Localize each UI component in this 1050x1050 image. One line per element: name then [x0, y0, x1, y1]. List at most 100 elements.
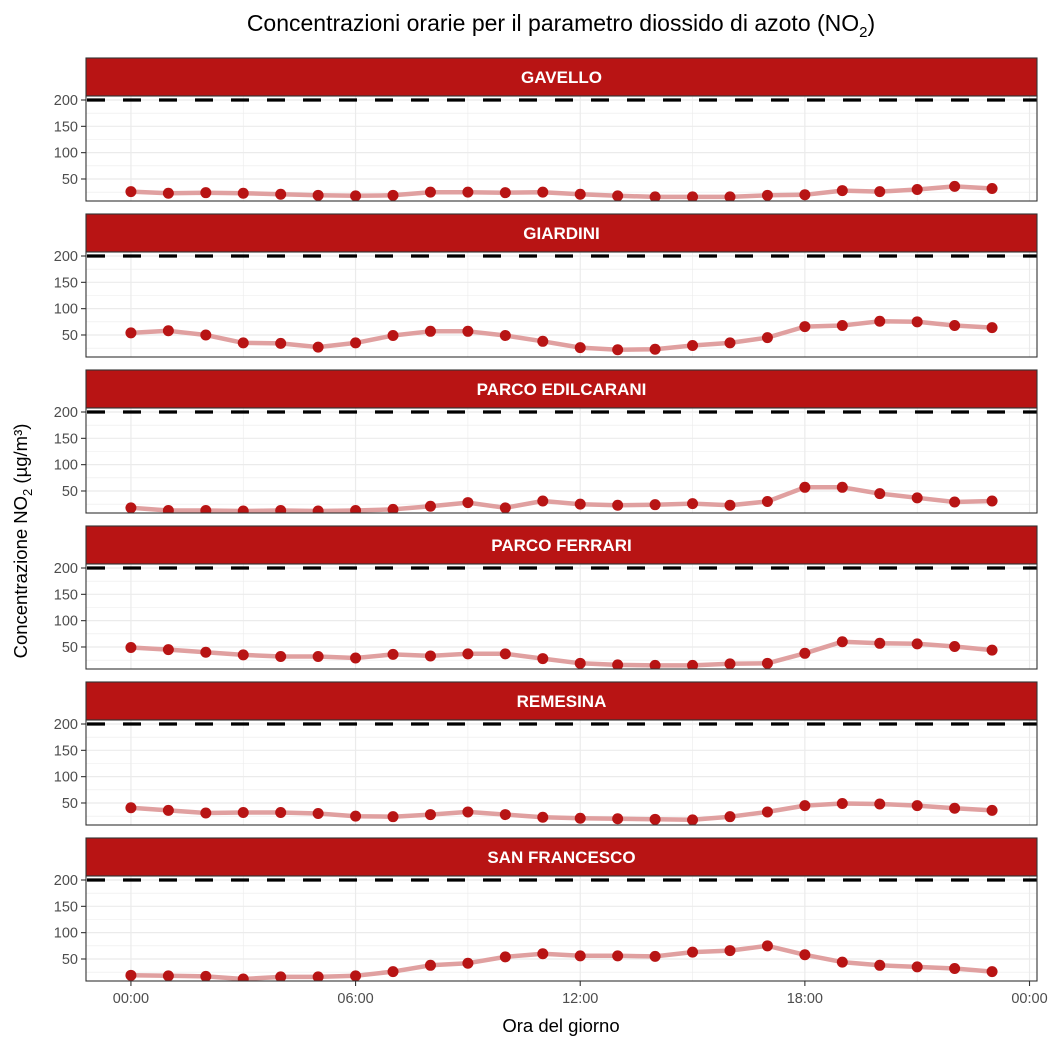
x-tick-label: 06:00: [337, 991, 373, 1007]
series-line: [128, 184, 995, 200]
data-point: [312, 189, 324, 201]
data-point: [724, 811, 736, 823]
data-point: [799, 800, 811, 812]
data-point: [499, 648, 511, 660]
data-point: [237, 649, 249, 661]
data-point: [237, 187, 249, 199]
data-point: [911, 492, 923, 504]
data-point: [761, 332, 773, 344]
data-point: [687, 498, 699, 510]
x-tick-label: 12:00: [562, 991, 598, 1007]
y-axis-title-subscript: 2: [20, 489, 35, 496]
data-point: [350, 337, 362, 349]
facet-strip-label: GAVELLO: [521, 68, 602, 87]
data-point: [387, 966, 399, 978]
data-point: [949, 496, 961, 508]
data-point: [125, 502, 137, 513]
y-tick-label: 100: [54, 302, 78, 318]
data-point: [462, 648, 474, 660]
data-point: [911, 638, 923, 650]
y-tick-label: 100: [54, 926, 78, 942]
data-point: [761, 189, 773, 201]
data-point: [574, 812, 586, 824]
chart-title-suffix: ): [868, 10, 876, 36]
data-point: [799, 949, 811, 961]
y-tick-label: 200: [54, 873, 78, 889]
data-point: [537, 186, 549, 198]
y-tick-label: 50: [62, 952, 78, 968]
data-point: [986, 966, 998, 978]
data-point: [724, 945, 736, 957]
data-point: [499, 951, 511, 963]
y-tick-label: 50: [62, 328, 78, 344]
data-point: [125, 802, 137, 814]
data-point: [125, 186, 137, 198]
y-tick-label: 50: [62, 796, 78, 812]
series-line: [128, 319, 995, 352]
data-point: [574, 657, 586, 669]
data-point: [424, 186, 436, 198]
data-point: [350, 810, 362, 822]
panel-border: [85, 875, 1038, 982]
data-point: [237, 505, 249, 513]
data-point: [312, 650, 324, 662]
data-point: [237, 337, 249, 349]
panel-border: [85, 251, 1038, 358]
data-point: [687, 659, 699, 669]
x-tick-label: 00:00: [1011, 991, 1047, 1007]
y-tick-label: 200: [54, 93, 78, 109]
x-tick-label: 00:00: [113, 991, 149, 1007]
facet-panel: REMESINA 50 100 150 200: [54, 681, 1038, 826]
facet-panel: GAVELLO 50 100 150 200: [54, 57, 1038, 202]
data-point: [949, 962, 961, 974]
data-point: [799, 481, 811, 493]
data-point: [162, 970, 174, 981]
data-point: [649, 499, 661, 511]
data-point: [836, 481, 848, 493]
data-point: [687, 946, 699, 958]
facet-strip: [85, 369, 1038, 409]
data-point: [537, 948, 549, 960]
data-point: [537, 335, 549, 347]
data-point: [574, 188, 586, 200]
y-tick-label: 50: [62, 172, 78, 188]
y-tick-label: 100: [54, 146, 78, 162]
data-point: [911, 961, 923, 973]
chart-title-main: Concentrazioni orarie per il parametro d…: [247, 10, 859, 36]
data-point: [499, 187, 511, 199]
data-point: [162, 325, 174, 337]
data-point: [986, 804, 998, 816]
data-point: [724, 191, 736, 201]
data-point: [499, 502, 511, 513]
data-point: [949, 640, 961, 652]
data-point: [799, 189, 811, 201]
panel-border: [85, 563, 1038, 670]
y-tick-label: 200: [54, 717, 78, 733]
panel-border: [85, 719, 1038, 826]
x-axis-title: Ora del giorno: [502, 1015, 619, 1036]
x-tick-label: 18:00: [787, 991, 823, 1007]
facet-strip-label: PARCO FERRARI: [491, 536, 631, 555]
y-axis-title: Concentrazione NO2 (µg/m³): [10, 424, 35, 659]
data-point: [761, 806, 773, 818]
data-point: [537, 495, 549, 507]
panel-background: [86, 720, 1037, 825]
data-point: [649, 813, 661, 825]
data-point: [387, 648, 399, 660]
data-point: [649, 191, 661, 201]
chart-title: Concentrazioni orarie per il parametro d…: [247, 10, 875, 41]
data-point: [874, 959, 886, 971]
y-tick-label: 150: [54, 275, 78, 291]
facet-panel: GIARDINI 50 100 150 200: [54, 213, 1038, 358]
data-point: [162, 187, 174, 199]
data-point: [237, 806, 249, 818]
data-point: [836, 636, 848, 648]
data-point: [949, 802, 961, 814]
panel-plot-area: [86, 96, 1037, 201]
data-point: [874, 488, 886, 500]
data-point: [125, 642, 137, 654]
y-tick-label: 200: [54, 561, 78, 577]
series-line: [128, 639, 995, 668]
data-point: [424, 959, 436, 971]
